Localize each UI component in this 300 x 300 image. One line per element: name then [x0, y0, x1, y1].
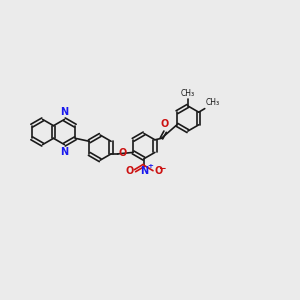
Text: O: O: [154, 166, 162, 176]
Text: O: O: [161, 119, 169, 129]
Text: N: N: [140, 167, 148, 176]
Text: CH₃: CH₃: [181, 89, 195, 98]
Text: N: N: [60, 147, 68, 157]
Text: O: O: [125, 166, 134, 176]
Text: O: O: [118, 148, 127, 158]
Text: −: −: [158, 164, 165, 173]
Text: N: N: [60, 107, 68, 117]
Text: +: +: [148, 163, 154, 169]
Text: CH₃: CH₃: [206, 98, 220, 107]
